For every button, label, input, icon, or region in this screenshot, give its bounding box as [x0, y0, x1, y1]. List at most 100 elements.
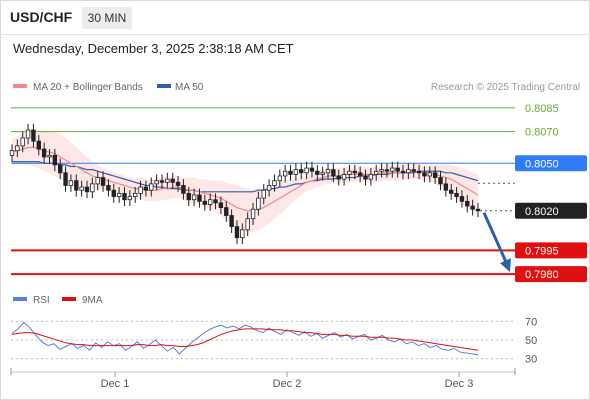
candle [304, 161, 309, 180]
candle-body [277, 175, 283, 182]
candle [191, 188, 197, 207]
symbol-title: USD/CHF [10, 9, 73, 25]
candle [186, 187, 191, 207]
candle [320, 166, 325, 181]
rsi-tick-50: 50 [525, 335, 537, 347]
candle [111, 183, 116, 203]
candle-body [272, 180, 277, 186]
candle-body [427, 172, 432, 177]
candle [449, 183, 454, 200]
forecast-arrow-head [500, 258, 511, 273]
candle [432, 166, 438, 184]
candle-body [315, 170, 320, 175]
candle-body [132, 192, 138, 197]
candle [336, 169, 341, 186]
candle [390, 161, 395, 178]
candle [250, 202, 256, 226]
level-0-8020-label: 0.8020 [525, 206, 559, 218]
candle [357, 166, 363, 183]
candle [100, 171, 106, 192]
candle [143, 180, 149, 197]
candle [15, 139, 20, 157]
candle-body [143, 186, 149, 191]
candle [400, 164, 406, 180]
candle [266, 179, 272, 197]
candle-body [79, 186, 84, 191]
candle-body [341, 173, 347, 180]
timeframe-badge[interactable]: 30 MIN [82, 7, 132, 29]
candle-body [106, 185, 111, 191]
candle-body [41, 148, 47, 158]
candle-body [368, 173, 374, 180]
candle [245, 212, 250, 237]
candle-body [170, 178, 175, 183]
candle-body [90, 183, 95, 193]
candle-body [465, 200, 470, 207]
candle [132, 187, 138, 203]
candle [58, 158, 63, 180]
rsi-legend-swatch [13, 297, 27, 301]
candle-body [74, 180, 79, 191]
candle [116, 187, 122, 203]
candle [363, 169, 368, 186]
candle-body [149, 183, 154, 191]
candle [395, 161, 400, 178]
candle [170, 172, 175, 189]
x-tick-label: Dec 3 [445, 378, 474, 390]
candle-body [438, 177, 443, 185]
x-axis: Dec 1 Dec 2 Dec 3 [10, 368, 516, 390]
candle [293, 163, 299, 181]
candle [175, 175, 181, 192]
candle [234, 220, 240, 245]
candle-body [261, 189, 266, 199]
candle [416, 164, 422, 180]
candle-body [165, 178, 170, 183]
candle-body [111, 189, 116, 197]
candle [459, 190, 465, 208]
candle-body [454, 192, 459, 197]
candle-body [347, 170, 352, 175]
candle-body [449, 189, 454, 194]
candle-body [475, 208, 481, 212]
rsi-line [11, 321, 479, 356]
candle-body [138, 186, 143, 194]
candle [475, 202, 481, 218]
candle-body [234, 226, 240, 239]
candle-body [25, 129, 31, 139]
candle [299, 163, 304, 180]
candle [240, 223, 245, 245]
price-legend: MA 20 + Bollinger Bands MA 50 Research ©… [13, 82, 580, 93]
candle-body [47, 154, 52, 158]
candle [374, 164, 379, 181]
candle-body [100, 177, 106, 186]
x-tick-label: Dec 2 [273, 378, 302, 390]
header-divider [0, 34, 590, 35]
candle [68, 174, 74, 192]
ma20-legend-swatch [13, 84, 27, 88]
candle-body [411, 169, 416, 172]
candle-body [52, 154, 58, 166]
candle [159, 174, 165, 189]
candle-body [422, 172, 427, 177]
candle-body [379, 169, 384, 172]
candle-body [443, 183, 449, 191]
candle [427, 166, 432, 183]
candle [352, 164, 358, 180]
candle-body [191, 194, 197, 201]
candle-body [250, 208, 256, 220]
candle [218, 196, 224, 214]
level-0-8050-label: 0.8050 [525, 158, 559, 170]
candle-body [229, 215, 234, 228]
candle-body [159, 180, 165, 183]
candle [368, 168, 374, 186]
candle [207, 193, 213, 211]
candle [90, 177, 95, 199]
candle [411, 163, 416, 178]
level-0-7995-label: 0.7995 [525, 245, 559, 257]
candle-body [58, 164, 63, 174]
candle-body [116, 192, 122, 197]
candle-body [127, 196, 133, 201]
candle [325, 163, 331, 180]
candle-body [197, 194, 202, 202]
